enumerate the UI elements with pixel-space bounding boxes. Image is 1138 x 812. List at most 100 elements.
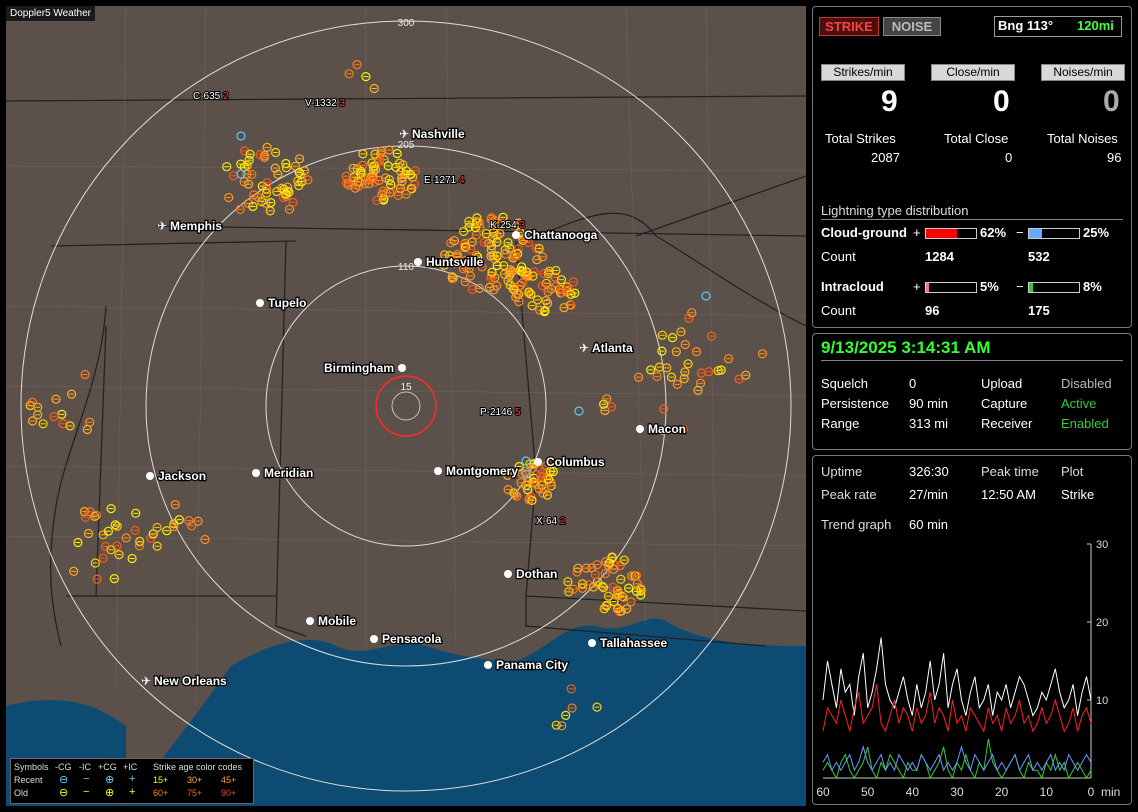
strike-marker — [341, 171, 351, 181]
strikes-per-min-value: 9 — [881, 85, 898, 118]
bearing-box: Bng 113° 120mi — [994, 16, 1122, 37]
range-label-inner: 110 — [398, 262, 414, 273]
strike-marker — [352, 59, 362, 70]
strike-marker — [487, 267, 497, 277]
strike-marker — [376, 146, 386, 156]
city-name: Tupelo — [268, 296, 306, 310]
strike-marker — [474, 217, 484, 227]
strike-marker — [460, 242, 471, 252]
ic-plus-sign: + — [913, 279, 921, 294]
strike-marker — [521, 456, 531, 466]
city-name: Dothan — [516, 567, 557, 581]
strike-marker — [608, 564, 619, 574]
strike-marker — [261, 188, 272, 198]
old-pos-cg-icon: ⊕ — [105, 787, 115, 799]
strike-marker — [272, 186, 282, 197]
legend-symbols-label: Symbols — [14, 762, 49, 772]
strike-marker — [723, 354, 734, 364]
city-tallahassee: Tallahassee — [588, 635, 669, 651]
range-label-center: 15 — [400, 382, 412, 393]
strike-marker — [537, 281, 547, 291]
airport-icon: ✈ — [579, 341, 589, 355]
strike-marker — [550, 272, 560, 282]
strike-marker — [684, 313, 694, 323]
total-strikes-label: Total Strikes — [825, 131, 896, 146]
strike-marker — [356, 168, 366, 178]
strike-marker — [603, 591, 614, 601]
strike-marker — [592, 702, 602, 712]
strike-marker — [401, 189, 411, 199]
close-per-min-value: 0 — [993, 85, 1010, 118]
strike-marker — [253, 192, 263, 202]
strike-marker — [103, 526, 114, 536]
strike-marker — [687, 308, 697, 318]
strike-marker — [536, 471, 546, 481]
storm-track-labels: C-635 2 V-1332 3 E-1271 4 K-254 3 P-2146 5 X-… — [192, 90, 567, 528]
strike-mode-button[interactable]: STRIKE — [819, 17, 879, 36]
storm-track-label[interactable]: E-1271 4 — [423, 174, 466, 187]
strike-marker — [439, 260, 449, 270]
trend-graph-label: Trend graph — [821, 517, 892, 532]
trend-graph: 30 20 10 60 50 40 30 20 10 0 min — [817, 539, 1120, 799]
cg-positive-count: 1284 — [925, 249, 954, 264]
cg-negative-count: 532 — [1028, 249, 1050, 264]
total-noises-value: 96 — [1107, 150, 1122, 165]
persistence-label: Persistence — [821, 396, 889, 411]
city-dot-icon — [434, 467, 442, 475]
x-tick-label: 60 — [817, 785, 830, 799]
strike-marker — [652, 371, 662, 382]
strike-marker — [244, 155, 254, 165]
strike-marker — [662, 363, 672, 373]
strike-marker — [460, 277, 470, 287]
strike-marker — [672, 379, 682, 389]
strike-marker — [622, 604, 632, 614]
strike-marker — [348, 163, 358, 173]
city-macon: Macon — [636, 421, 687, 437]
squelch-label: Squelch — [821, 376, 868, 391]
receiver-value: Enabled — [1061, 416, 1109, 431]
capture-label: Capture — [981, 396, 1028, 411]
strike-marker — [556, 283, 566, 293]
strike-marker — [236, 159, 246, 169]
strike-marker — [368, 162, 378, 173]
strike-marker — [543, 474, 554, 484]
plot-value[interactable]: Strike — [1061, 487, 1095, 502]
storm-track-label[interactable]: K-254 3 — [489, 219, 526, 232]
strike-marker — [464, 216, 474, 226]
strike-marker — [503, 238, 513, 248]
strike-marker — [512, 221, 522, 231]
strike-marker — [384, 175, 394, 185]
storm-track-label[interactable]: X-64 2 — [535, 515, 567, 528]
x-tick-label: 30 — [950, 785, 964, 799]
legend-age-title: Strike age color codes — [153, 762, 243, 772]
strike-marker — [523, 485, 533, 495]
strike-marker — [537, 252, 548, 262]
storm-track-label[interactable]: C-635 2 — [192, 90, 230, 103]
strike-marker — [618, 592, 629, 603]
total-noises-label: Total Noises — [1047, 131, 1118, 146]
strike-marker — [557, 721, 567, 731]
upload-label: Upload — [981, 376, 1023, 391]
strike-marker — [527, 301, 537, 311]
storm-track-label[interactable]: V-1332 3 — [304, 97, 346, 110]
strike-marker — [577, 579, 588, 589]
strike-marker — [69, 566, 79, 576]
strike-marker — [236, 169, 246, 179]
city-montgomery: Montgomery — [434, 463, 520, 479]
strike-marker — [516, 262, 527, 272]
ic-negative-count: 175 — [1028, 303, 1050, 318]
strike-marker — [266, 198, 276, 208]
lightning-map[interactable]: 300 205 110 15 ✈ Nashville✈ MemphisChattan… — [6, 6, 806, 806]
strike-marker — [713, 366, 723, 376]
noise-mode-button[interactable]: NOISE — [883, 17, 941, 36]
strike-marker — [235, 204, 245, 214]
cg-positive-percent: 62% — [980, 225, 1007, 240]
strike-marker — [281, 163, 291, 173]
range-label-mid: 205 — [398, 140, 415, 151]
city-name: Panama City — [496, 658, 568, 672]
strike-marker — [526, 289, 536, 299]
city-name: Columbus — [546, 455, 605, 469]
city-name: Macon — [648, 422, 686, 436]
noises-per-min-header: Noises/min — [1041, 64, 1125, 81]
storm-track-label[interactable]: P-2146 5 — [479, 406, 522, 419]
